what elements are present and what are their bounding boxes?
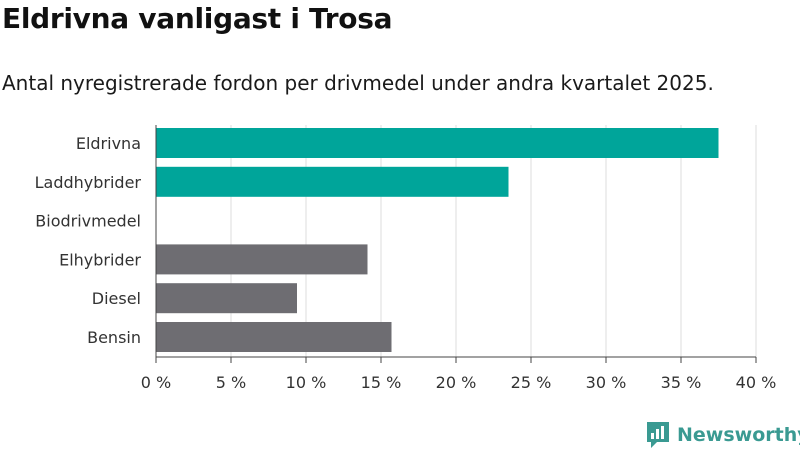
bar: [156, 283, 297, 314]
x-tick-label: 35 %: [661, 373, 702, 392]
newsworthy-logo-icon: [647, 422, 669, 448]
x-tick-label: 30 %: [586, 373, 627, 392]
x-tick-label: 5 %: [216, 373, 246, 392]
bar: [156, 322, 392, 352]
chart-subtitle: Antal nyregistrerade fordon per drivmede…: [2, 71, 714, 95]
category-label: Diesel: [92, 289, 141, 308]
category-label: Bensin: [87, 328, 141, 347]
category-label: Biodrivmedel: [35, 212, 141, 231]
x-tick-label: 0 %: [141, 373, 171, 392]
chart-title: Eldrivna vanligast i Trosa: [2, 2, 393, 35]
x-tick-label: 10 %: [286, 373, 327, 392]
bar: [156, 244, 368, 275]
category-label: Laddhybrider: [35, 173, 142, 192]
newsworthy-logo: Newsworthy: [645, 420, 800, 450]
bar: [156, 166, 509, 197]
newsworthy-logo-text: Newsworthy: [677, 424, 800, 446]
bar: [156, 128, 719, 158]
category-label: Eldrivna: [76, 134, 141, 153]
x-tick-label: 25 %: [511, 373, 552, 392]
category-label: Elhybrider: [59, 250, 141, 269]
x-tick-label: 40 %: [736, 373, 777, 392]
x-tick-label: 15 %: [361, 373, 402, 392]
x-tick-label: 20 %: [436, 373, 477, 392]
